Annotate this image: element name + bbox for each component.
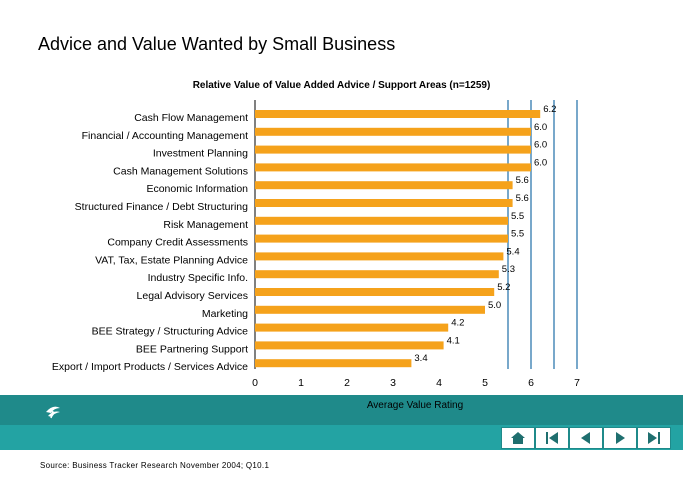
value-label-3: 6.0 — [534, 157, 547, 168]
x-tick-2: 2 — [344, 377, 350, 389]
footer-band — [0, 395, 683, 425]
category-label-12: BEE Strategy / Structuring Advice — [92, 326, 249, 338]
category-labels: Cash Flow Management Financial / Accounti… — [52, 112, 248, 373]
bar-14 — [255, 359, 412, 368]
bar-0 — [255, 110, 541, 118]
category-label-11: Marketing — [202, 308, 248, 320]
bar-2 — [255, 145, 531, 154]
x-tick-6: 6 — [528, 377, 534, 389]
bar-10 — [255, 288, 495, 296]
value-label-9: 5.3 — [502, 264, 515, 275]
value-label-6: 5.5 — [511, 211, 524, 222]
value-label-0: 6.2 — [543, 104, 556, 115]
x-tick-4: 4 — [436, 377, 442, 389]
value-label-8: 5.4 — [506, 246, 519, 257]
x-tick-0: 0 — [252, 377, 258, 389]
category-label-0: Cash Flow Management — [134, 112, 248, 124]
value-label-14: 3.4 — [414, 353, 427, 364]
category-label-5: Structured Finance / Debt Structuring — [75, 201, 248, 213]
last-slide-button[interactable] — [637, 427, 671, 449]
bar-9 — [255, 270, 499, 279]
next-slide-button[interactable] — [603, 427, 637, 449]
home-icon — [511, 432, 525, 444]
value-label-13: 4.1 — [447, 335, 460, 346]
bar-4 — [255, 181, 513, 190]
first-slide-icon — [546, 432, 558, 444]
x-tick-5: 5 — [482, 377, 488, 389]
next-slide-icon — [616, 432, 625, 444]
bar-13 — [255, 341, 444, 350]
value-label-4: 5.6 — [516, 175, 529, 186]
category-label-3: Cash Management Solutions — [113, 165, 248, 177]
category-label-7: Company Credit Assessments — [107, 237, 248, 249]
category-label-2: Investment Planning — [153, 148, 248, 160]
bar-6 — [255, 216, 508, 225]
bars — [255, 110, 541, 368]
bar-8 — [255, 252, 504, 261]
source-note: Source: Business Tracker Research Novemb… — [40, 461, 270, 470]
bar-chart: Cash Flow Management Financial / Accounti… — [52, 100, 580, 389]
category-label-1: Financial / Accounting Management — [82, 130, 248, 142]
previous-slide-button[interactable] — [569, 427, 603, 449]
chart-title: Relative Value of Value Added Advice / S… — [192, 80, 491, 91]
bar-12 — [255, 323, 449, 332]
value-label-10: 5.2 — [497, 282, 510, 293]
grid-lines — [254, 100, 578, 369]
previous-slide-icon — [581, 432, 590, 444]
value-label-7: 5.5 — [511, 229, 524, 240]
value-label-11: 5.0 — [488, 300, 501, 311]
x-tick-7: 7 — [574, 377, 580, 389]
value-label-5: 5.6 — [516, 193, 529, 204]
bar-5 — [255, 199, 513, 207]
x-tick-1: 1 — [298, 377, 304, 389]
last-slide-icon — [648, 432, 660, 444]
category-label-6: Risk Management — [163, 219, 248, 231]
bar-7 — [255, 234, 508, 243]
category-label-13: BEE Partnering Support — [136, 343, 248, 355]
page-title: Advice and Value Wanted by Small Busines… — [38, 34, 396, 54]
value-label-1: 6.0 — [534, 122, 547, 133]
bank-logo-icon — [46, 406, 60, 419]
bar-1 — [255, 127, 531, 136]
bar-11 — [255, 305, 485, 314]
value-label-12: 4.2 — [451, 318, 464, 329]
category-label-8: VAT, Tax, Estate Planning Advice — [95, 254, 248, 266]
x-tick-3: 3 — [390, 377, 396, 389]
category-label-9: Industry Specific Info. — [148, 272, 248, 284]
home-button[interactable] — [501, 427, 535, 449]
value-labels: 6.2 6.0 6.0 6.0 5.6 5.6 5.5 5.5 5.4 5.3 5.2 5.0 4.2 4… — [414, 104, 556, 364]
first-slide-button[interactable] — [535, 427, 569, 449]
slide-navigation — [501, 427, 671, 449]
category-label-10: Legal Advisory Services — [137, 290, 248, 302]
bar-3 — [255, 163, 531, 172]
x-axis-label: Average Value Rating — [366, 400, 464, 411]
category-label-4: Economic Information — [146, 183, 248, 195]
category-label-14: Export / Import Products / Services Advi… — [52, 361, 248, 373]
value-label-2: 6.0 — [534, 140, 547, 151]
x-axis-ticks: 0 1 2 3 4 5 6 7 — [252, 377, 580, 389]
